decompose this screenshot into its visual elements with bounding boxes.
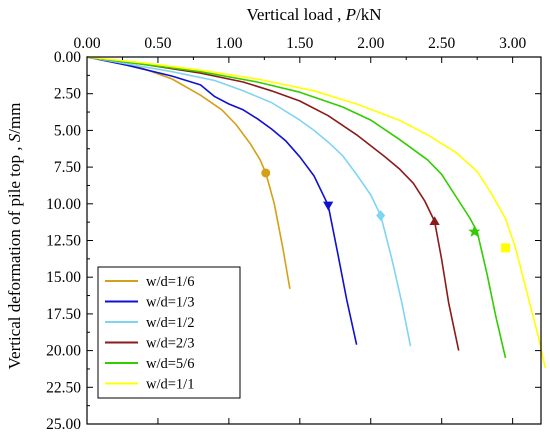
y-tick-label: 22.50: [46, 379, 81, 396]
series-marker-w-d-1-1: [501, 243, 511, 253]
legend-label-w-d-1-6: w/d=1/6: [146, 274, 194, 290]
series-line-w-d-1-1: [86, 56, 547, 369]
y-tick-label: 12.50: [46, 233, 81, 250]
axes-layer: [86, 56, 542, 425]
series-marker-w-d-1-3: [323, 201, 334, 211]
legend-label-w-d-5-6: w/d=5/6: [146, 356, 194, 372]
legend: w/d=1/6 w/d=1/3 w/d=1/2 w/d=2/3 w/d=5/6 w/d=1…: [97, 266, 241, 399]
x-tick-label: 1.50: [286, 35, 313, 52]
legend-label-w-d-1-3: w/d=1/3: [146, 295, 194, 311]
y-tick-label: 15.00: [46, 269, 81, 286]
y-tick-label: 25.00: [46, 416, 81, 433]
series-marker-w-d-2-3: [429, 216, 440, 226]
marker-layer: [261, 168, 511, 253]
x-tick-label: 2.00: [357, 35, 384, 52]
series-marker-w-d-1-2: [376, 210, 386, 221]
series-line-w-d-1-3: [86, 56, 358, 345]
series-line-w-d-1-2: [86, 56, 412, 347]
series-layer: [86, 56, 547, 369]
legend-label-w-d-1-2: w/d=1/2: [146, 315, 194, 331]
legend-label-w-d-1-1: w/d=1/1: [146, 377, 194, 393]
x-tick-label: 0.00: [73, 35, 100, 52]
series-line-w-d-5-6: [86, 56, 507, 359]
x-axis-title: Vertical load , P/kN: [246, 5, 381, 24]
y-tick-label: 17.50: [46, 306, 81, 323]
y-tick-label: 7.50: [54, 159, 81, 176]
y-tick-label: 5.00: [54, 122, 81, 139]
series-marker-w-d-5-6: [468, 225, 481, 237]
x-tick-label: 1.00: [215, 35, 242, 52]
y-tick-label: 2.50: [54, 86, 81, 103]
y-tick-label: 0.00: [54, 49, 81, 66]
x-tick-label: 0.50: [144, 35, 171, 52]
series-line-w-d-2-3: [86, 56, 460, 351]
y-tick-label: 20.00: [46, 343, 81, 360]
legend-label-w-d-2-3: w/d=2/3: [146, 336, 194, 352]
series-marker-w-d-1-6: [261, 168, 271, 178]
y-axis-title: Vertical deformation of pile top , S/mm: [5, 103, 24, 370]
y-tick-label: 10.00: [46, 196, 81, 213]
x-tick-label: 3.00: [499, 35, 526, 52]
series-line-w-d-1-6: [86, 56, 291, 290]
tick-label-layer: 0.00 0.50 1.00 1.50 2.00 2.50 3.00 0.00 2.50 5.00…: [46, 35, 526, 433]
x-tick-label: 2.50: [428, 35, 455, 52]
legend-box: [97, 266, 241, 399]
